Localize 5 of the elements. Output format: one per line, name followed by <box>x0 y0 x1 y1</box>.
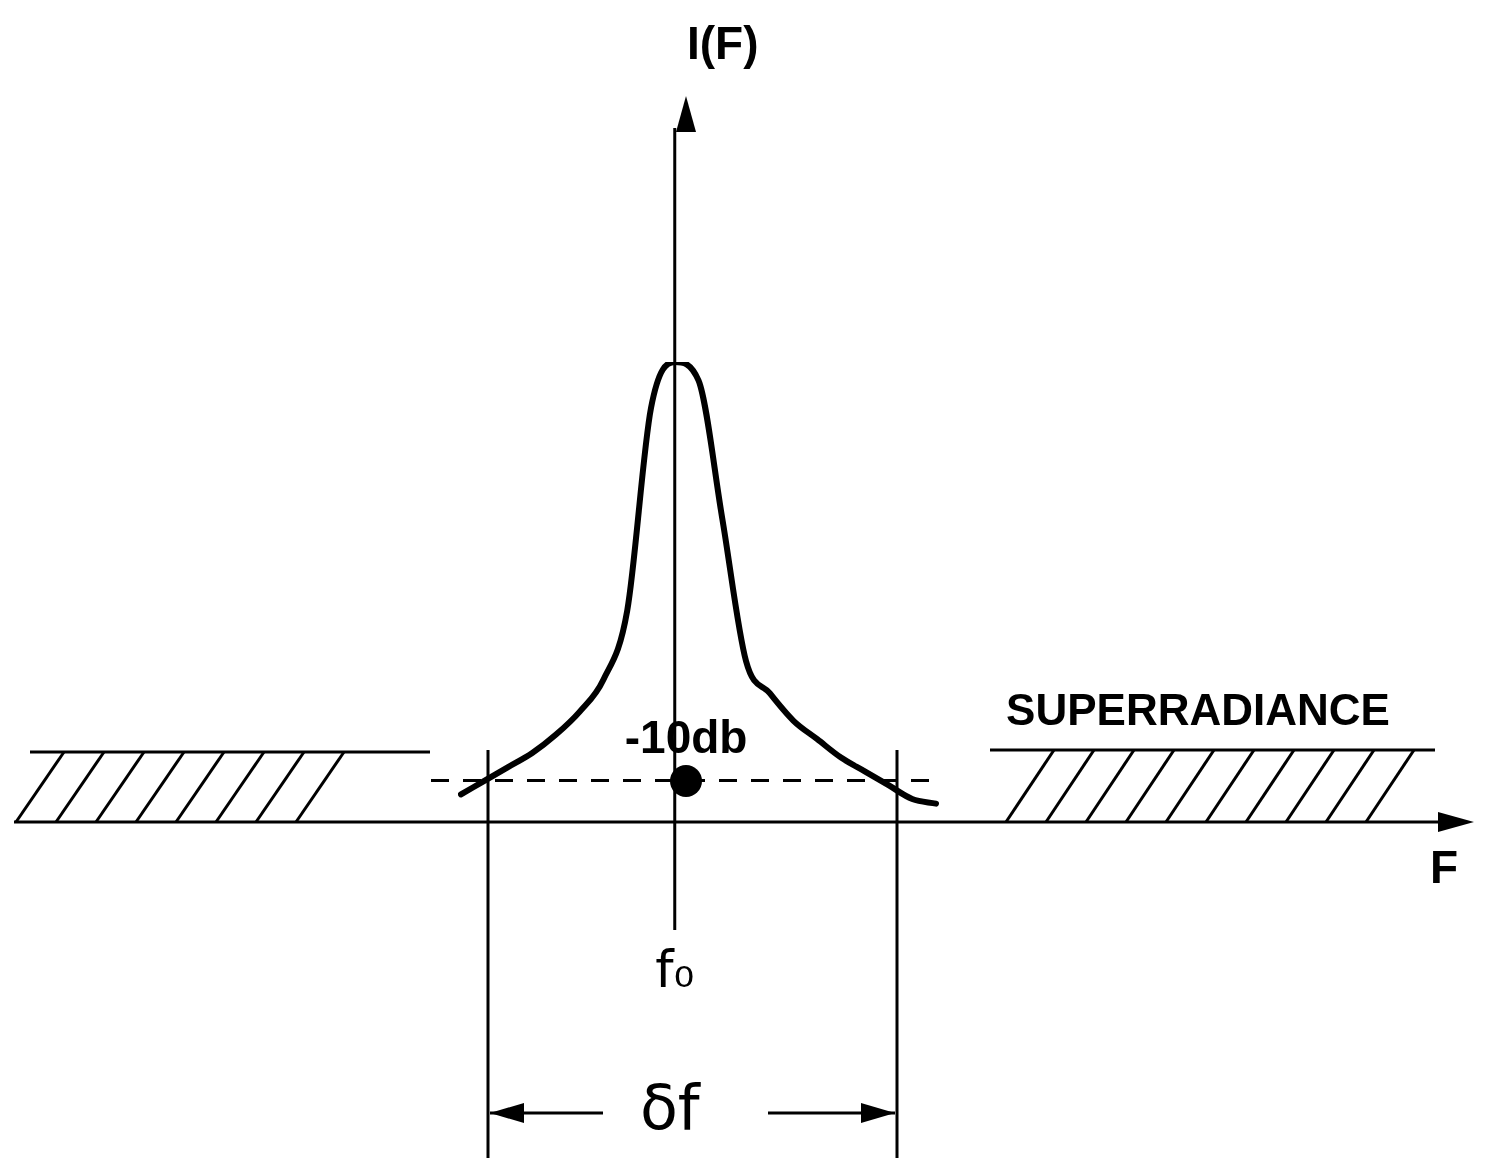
text: SUPERRADIANCE <box>1006 685 1390 735</box>
text: δf <box>639 1071 702 1145</box>
text: f₀ <box>655 938 695 999</box>
text: I(F) <box>686 16 759 69</box>
text: F <box>1429 840 1459 893</box>
